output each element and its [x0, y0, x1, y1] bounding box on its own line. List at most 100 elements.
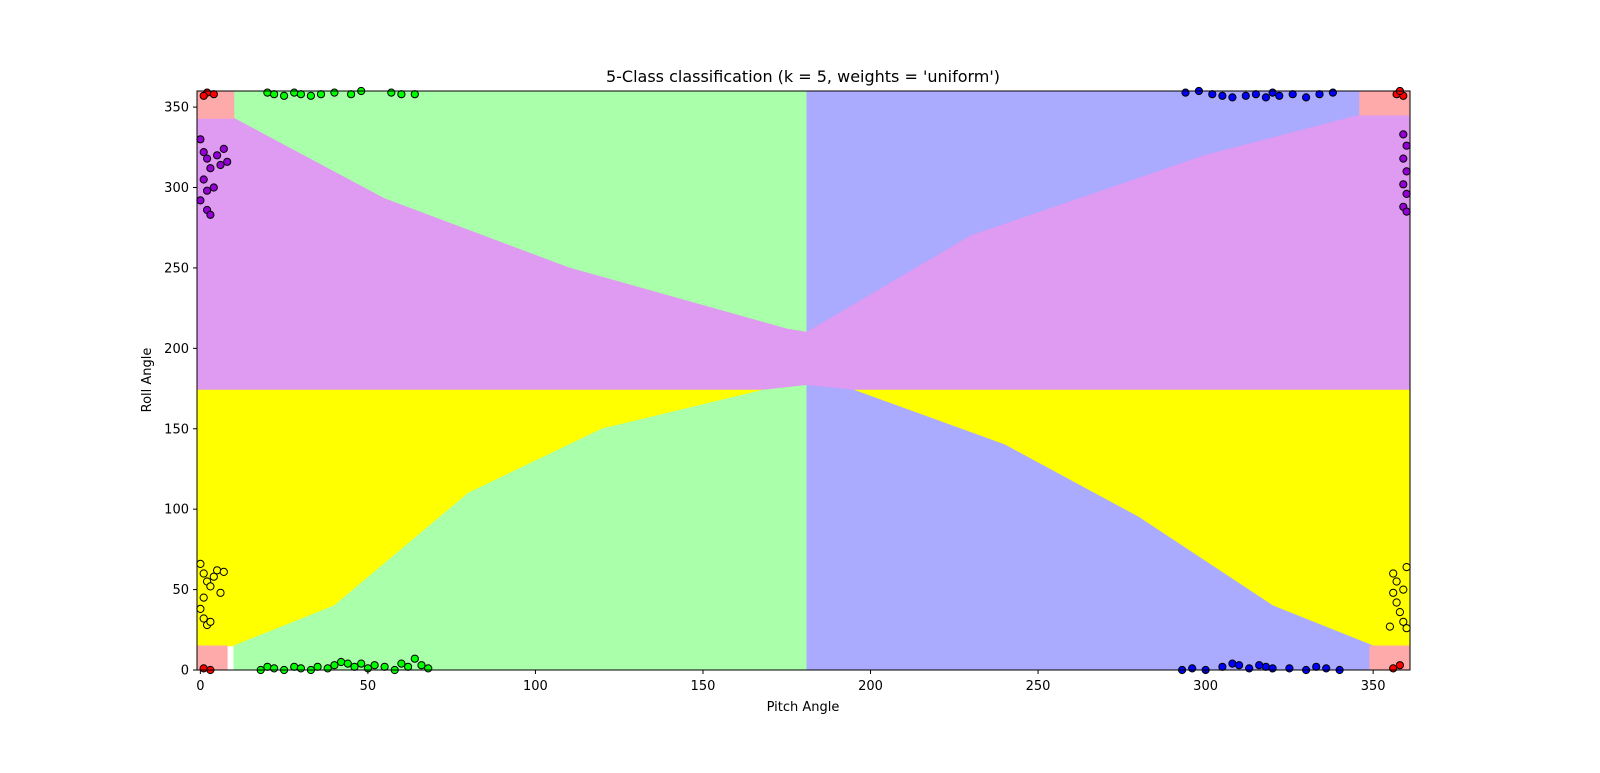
point-red-4 — [199, 91, 208, 100]
point-red-5 — [1389, 664, 1398, 673]
point-green-26 — [290, 88, 299, 97]
point-green-4 — [290, 662, 299, 671]
point-yellow-22 — [1385, 622, 1395, 631]
point-yellow-3 — [206, 582, 215, 591]
point-yellow-20 — [1399, 585, 1408, 594]
point-purple-14 — [1399, 130, 1408, 139]
point-blue-20 — [1241, 91, 1250, 100]
point-blue-1 — [1188, 664, 1197, 673]
point-blue-19 — [1228, 93, 1237, 102]
point-blue-3 — [1218, 662, 1227, 671]
x-tick-label-200: 200 — [858, 679, 883, 694]
point-blue-25 — [1288, 90, 1297, 99]
point-green-2 — [270, 664, 279, 673]
point-green-16 — [380, 662, 389, 671]
point-purple-18 — [1399, 180, 1408, 189]
x-tick-label-50: 50 — [360, 679, 377, 694]
point-green-23 — [263, 88, 272, 97]
point-yellow-12 — [206, 617, 215, 626]
point-blue-9 — [1268, 664, 1277, 673]
point-green-24 — [270, 90, 279, 99]
x-tick-label-150: 150 — [691, 679, 716, 694]
point-green-27 — [296, 90, 305, 99]
point-yellow-18 — [1399, 617, 1408, 626]
point-purple-4 — [213, 151, 222, 160]
point-yellow-15 — [1389, 588, 1398, 597]
point-green-7 — [313, 662, 322, 671]
point-green-12 — [350, 662, 359, 671]
point-yellow-21 — [1402, 563, 1411, 572]
chart-title: 5-Class classification (k = 5, weights =… — [606, 67, 1000, 86]
point-green-22 — [424, 664, 433, 673]
x-tick-label-250: 250 — [1026, 679, 1051, 694]
point-blue-15 — [1181, 88, 1190, 97]
point-green-29 — [316, 90, 326, 99]
point-green-18 — [397, 659, 406, 668]
point-purple-19 — [1402, 189, 1411, 198]
point-green-13 — [357, 659, 366, 668]
x-axis: 0 50 100 150 200 250 300 350 — [196, 670, 1386, 694]
point-yellow-7 — [219, 567, 228, 577]
point-green-5 — [296, 664, 305, 673]
plot-frame — [196, 90, 1411, 671]
point-green-28 — [306, 91, 315, 100]
x-tick-label-0: 0 — [196, 679, 204, 694]
point-yellow-19 — [1402, 624, 1411, 633]
point-yellow-9 — [196, 604, 205, 614]
point-green-33 — [387, 88, 396, 97]
point-green-31 — [347, 90, 356, 99]
x-tick-label-300: 300 — [1193, 679, 1218, 694]
point-purple-11 — [206, 210, 215, 219]
point-green-21 — [417, 661, 426, 670]
point-blue-8 — [1261, 662, 1271, 671]
point-blue-7 — [1255, 661, 1264, 670]
point-red-3 — [209, 90, 218, 99]
point-blue-26 — [1302, 93, 1311, 102]
point-blue-6 — [1245, 664, 1254, 673]
point-yellow-13 — [1389, 569, 1398, 578]
point-blue-21 — [1251, 90, 1261, 99]
point-green-20 — [410, 654, 419, 663]
point-purple-9 — [196, 196, 205, 205]
point-yellow-17 — [1395, 608, 1405, 617]
point-purple-7 — [199, 175, 208, 184]
point-purple-15 — [1402, 141, 1411, 150]
point-blue-10 — [1285, 664, 1294, 673]
point-green-8 — [323, 664, 332, 673]
point-purple-17 — [1402, 167, 1411, 176]
point-purple-5 — [219, 144, 228, 153]
point-yellow-4 — [209, 572, 218, 581]
point-purple-3 — [206, 164, 215, 173]
y-tick-label-250: 250 — [164, 261, 189, 276]
point-purple-6 — [223, 157, 232, 166]
point-green-34 — [397, 90, 406, 99]
y-tick-label-300: 300 — [164, 181, 189, 196]
point-yellow-8 — [199, 593, 208, 602]
point-purple-12 — [209, 183, 218, 192]
y-axis: 0 50 100 150 200 250 300 350 — [164, 101, 197, 679]
point-yellow-5 — [213, 566, 222, 575]
point-green-10 — [337, 657, 346, 667]
point-blue-18 — [1218, 91, 1227, 100]
point-blue-5 — [1235, 661, 1244, 670]
point-blue-4 — [1228, 659, 1237, 668]
point-purple-21 — [1402, 207, 1411, 216]
point-purple-8 — [203, 186, 212, 195]
point-blue-23 — [1268, 88, 1277, 97]
point-blue-28 — [1328, 88, 1338, 97]
point-purple-2 — [203, 154, 212, 163]
point-green-9 — [330, 661, 339, 670]
x-axis-label: Pitch Angle — [767, 700, 840, 715]
point-red-6 — [1395, 661, 1405, 670]
point-red-0 — [199, 664, 208, 673]
y-tick-label-200: 200 — [164, 342, 189, 357]
y-tick-label-150: 150 — [164, 422, 189, 437]
point-blue-17 — [1208, 90, 1217, 99]
decision-regions — [197, 91, 1410, 670]
y-axis-label: Roll Angle — [140, 348, 155, 413]
point-yellow-10 — [199, 614, 208, 623]
point-blue-13 — [1322, 664, 1331, 673]
point-green-1 — [263, 662, 272, 671]
plot-area — [196, 86, 1411, 675]
